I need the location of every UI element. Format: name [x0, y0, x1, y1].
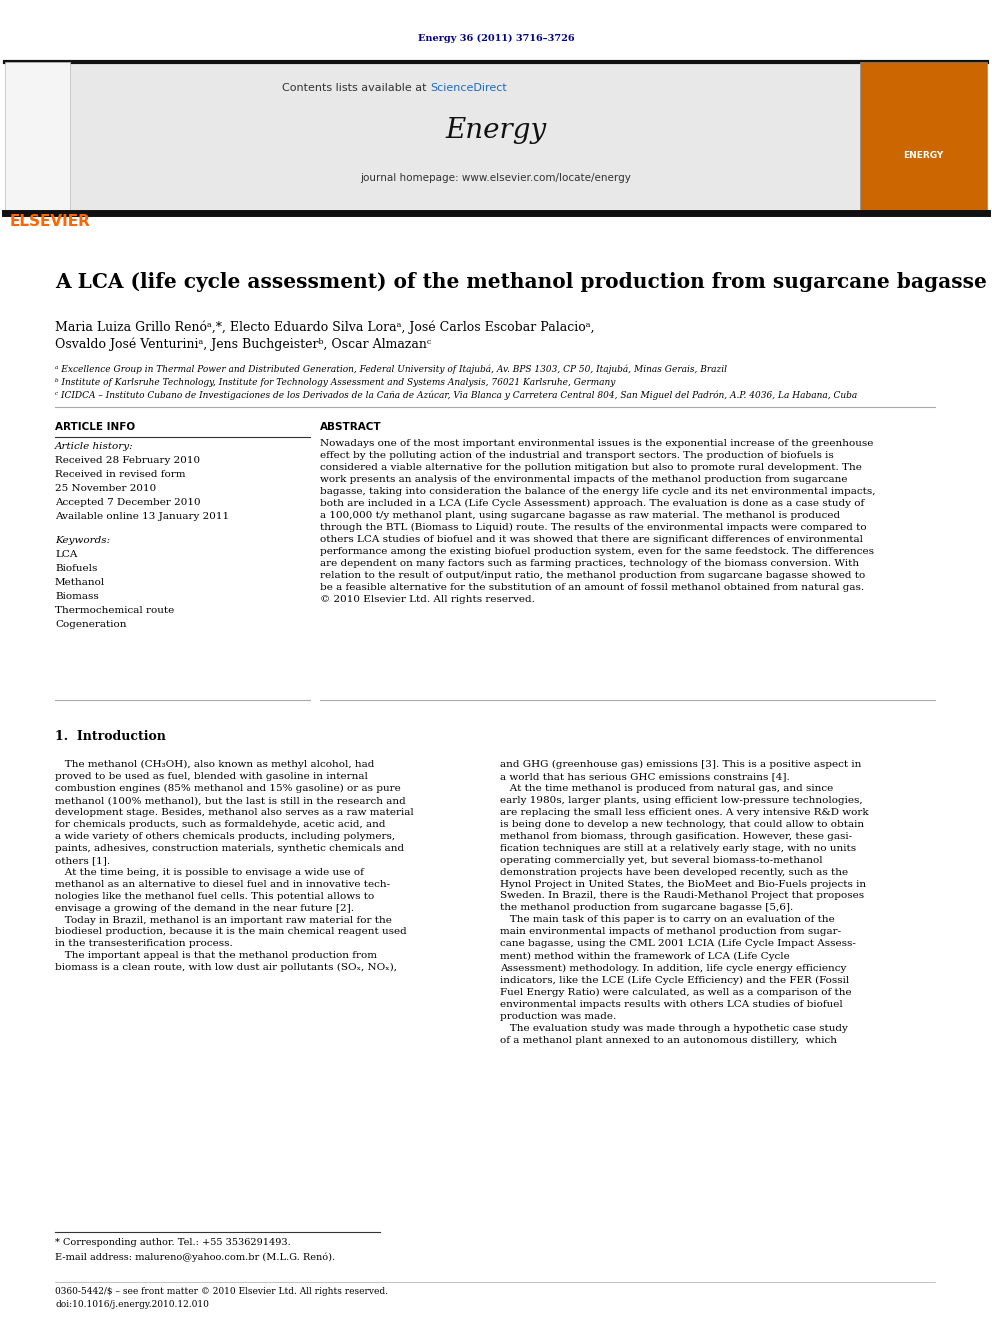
Text: Received 28 February 2010: Received 28 February 2010 — [55, 456, 200, 464]
Text: Nowadays one of the most important environmental issues is the exponential incre: Nowadays one of the most important envir… — [320, 439, 876, 603]
Text: * Corresponding author. Tel.: +55 3536291493.: * Corresponding author. Tel.: +55 353629… — [55, 1238, 291, 1248]
Text: ENERGY: ENERGY — [903, 151, 943, 160]
Text: Methanol: Methanol — [55, 578, 105, 587]
Text: journal homepage: www.elsevier.com/locate/energy: journal homepage: www.elsevier.com/locat… — [360, 173, 632, 183]
Text: Available online 13 January 2011: Available online 13 January 2011 — [55, 512, 229, 521]
Text: 25 November 2010: 25 November 2010 — [55, 484, 157, 493]
Text: Biofuels: Biofuels — [55, 564, 97, 573]
Text: 1.  Introduction: 1. Introduction — [55, 730, 166, 744]
Text: ScienceDirect: ScienceDirect — [430, 83, 507, 93]
Text: doi:10.1016/j.energy.2010.12.010: doi:10.1016/j.energy.2010.12.010 — [55, 1301, 209, 1308]
Text: Maria Luiza Grillo Renóᵃ,*, Electo Eduardo Silva Loraᵃ, José Carlos Escobar Pala: Maria Luiza Grillo Renóᵃ,*, Electo Eduar… — [55, 320, 594, 333]
Text: ᶜ ICIDCA – Instituto Cubano de Investigaciones de los Derivados de la Caña de Az: ᶜ ICIDCA – Instituto Cubano de Investiga… — [55, 392, 857, 401]
Text: ARTICLE INFO: ARTICLE INFO — [55, 422, 135, 433]
Text: Received in revised form: Received in revised form — [55, 470, 186, 479]
Text: Thermochemical route: Thermochemical route — [55, 606, 175, 615]
Text: Cogeneration: Cogeneration — [55, 620, 127, 628]
Bar — [860, 62, 987, 210]
Text: Biomass: Biomass — [55, 591, 99, 601]
Text: ᵇ Institute of Karlsruhe Technology, Institute for Technology Assessment and Sys: ᵇ Institute of Karlsruhe Technology, Ins… — [55, 378, 615, 388]
Text: 0360-5442/$ – see front matter © 2010 Elsevier Ltd. All rights reserved.: 0360-5442/$ – see front matter © 2010 El… — [55, 1287, 388, 1297]
Text: Contents lists available at: Contents lists available at — [282, 83, 430, 93]
Text: ᵃ Excellence Group in Thermal Power and Distributed Generation, Federal Universi: ᵃ Excellence Group in Thermal Power and … — [55, 365, 727, 374]
Bar — [5, 62, 70, 210]
Text: The methanol (CH₃OH), also known as methyl alcohol, had
proved to be used as fue: The methanol (CH₃OH), also known as meth… — [55, 759, 414, 972]
Text: E-mail address: malureno@yahoo.com.br (M.L.G. Renó).: E-mail address: malureno@yahoo.com.br (M… — [55, 1252, 335, 1262]
Text: LCA: LCA — [55, 550, 77, 560]
Text: Keywords:: Keywords: — [55, 536, 110, 545]
Text: Osvaldo José Venturiniᵃ, Jens Buchgeisterᵇ, Oscar Almazanᶜ: Osvaldo José Venturiniᵃ, Jens Buchgeiste… — [55, 337, 432, 352]
Text: ABSTRACT: ABSTRACT — [320, 422, 382, 433]
Text: Energy 36 (2011) 3716–3726: Energy 36 (2011) 3716–3726 — [418, 33, 574, 42]
Text: and GHG (greenhouse gas) emissions [3]. This is a positive aspect in
a world tha: and GHG (greenhouse gas) emissions [3]. … — [500, 759, 869, 1045]
Text: Energy: Energy — [445, 116, 547, 143]
Text: Article history:: Article history: — [55, 442, 134, 451]
Text: Accepted 7 December 2010: Accepted 7 December 2010 — [55, 497, 200, 507]
Text: A LCA (life cycle assessment) of the methanol production from sugarcane bagasse: A LCA (life cycle assessment) of the met… — [55, 273, 987, 292]
Text: ELSEVIER: ELSEVIER — [10, 214, 91, 229]
Bar — [70, 62, 860, 210]
